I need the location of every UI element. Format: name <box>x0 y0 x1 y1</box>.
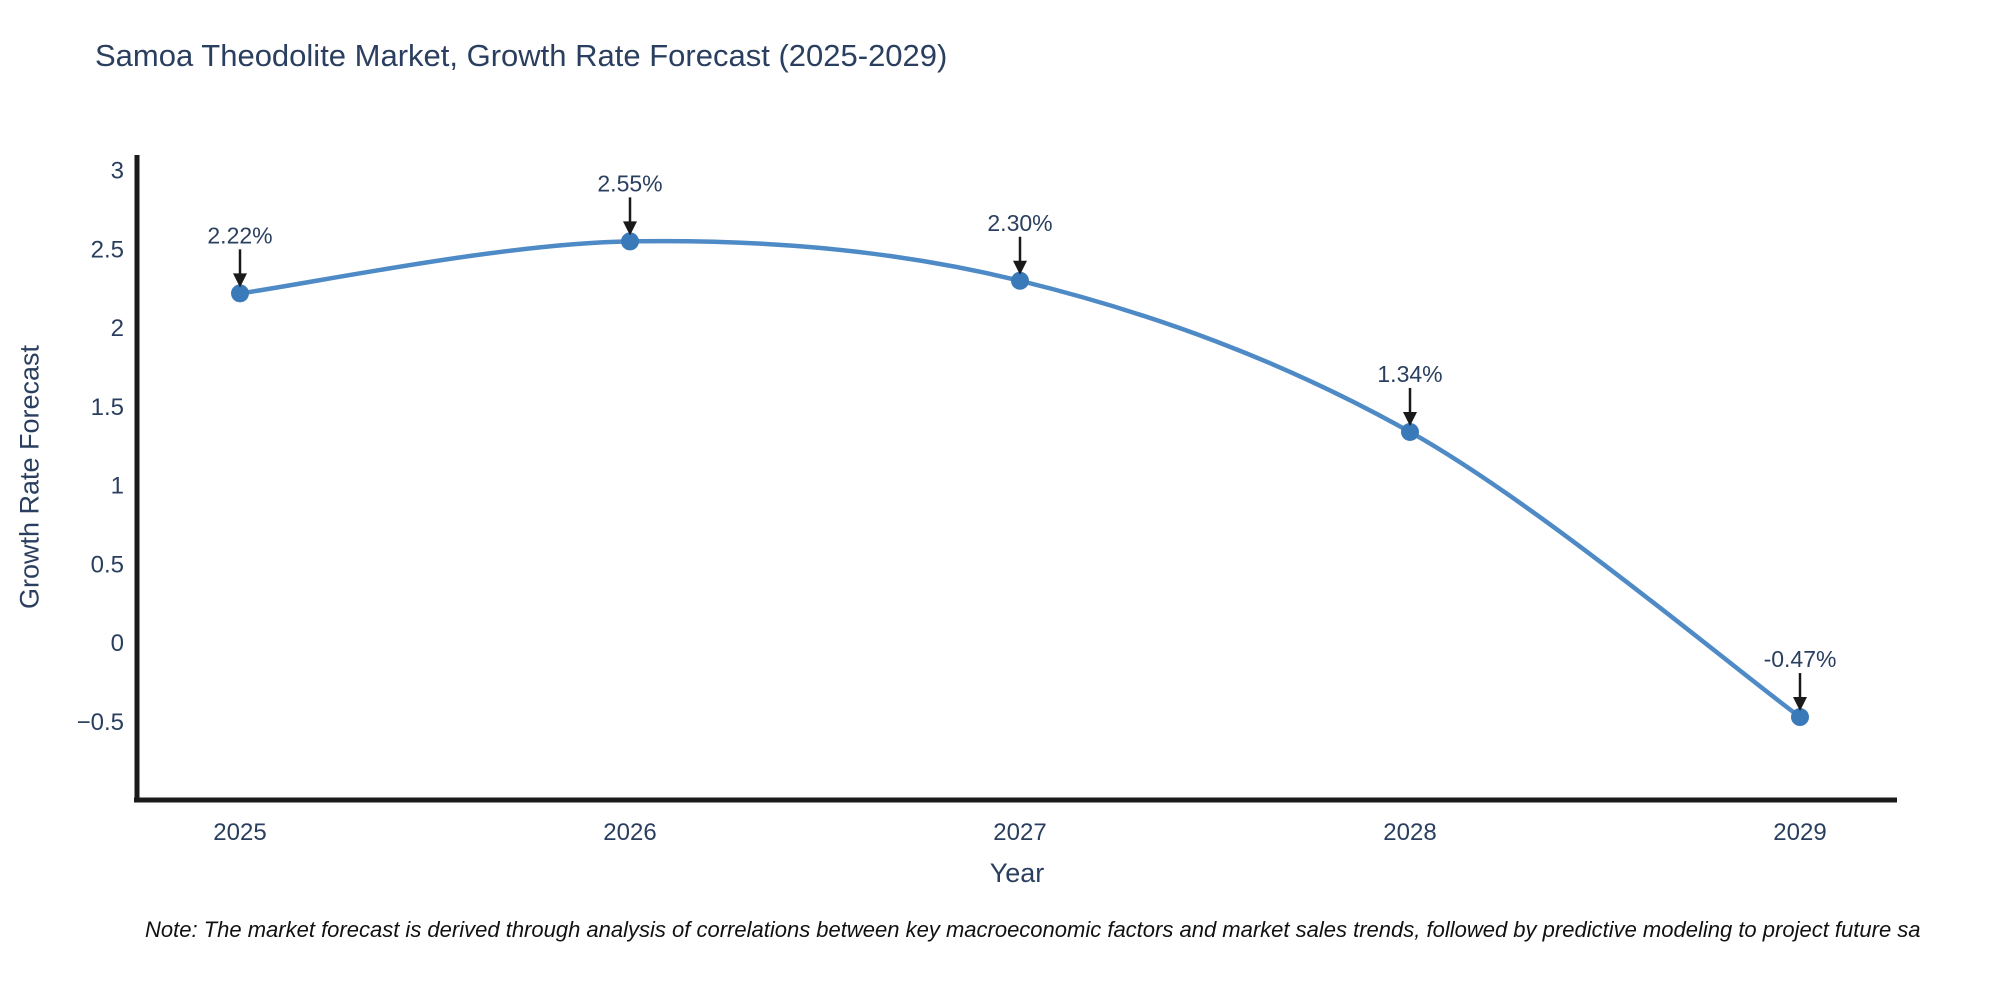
footnote: Note: The market forecast is derived thr… <box>145 917 1921 942</box>
y-tick-label: 0 <box>111 630 124 657</box>
y-tick-label: −0.5 <box>77 709 124 736</box>
y-tick-label: 2 <box>111 315 124 342</box>
annotation-label: 2.55% <box>597 170 662 196</box>
annotation-label: -0.47% <box>1764 646 1837 672</box>
annotation-label: 1.34% <box>1377 361 1442 387</box>
annotation-label: 2.30% <box>987 210 1052 236</box>
data-point-2028[interactable] <box>1401 422 1419 441</box>
y-tick-label: 2.5 <box>91 236 124 263</box>
x-axis-title: Year <box>989 858 1045 888</box>
annotation-arrowhead <box>1403 411 1417 426</box>
y-tick-label: 1 <box>111 473 124 500</box>
data-point-2025[interactable] <box>231 284 249 303</box>
x-tick-label: 2029 <box>1773 819 1826 846</box>
y-tick-label: 0.5 <box>91 551 124 578</box>
forecast-line <box>237 238 1803 720</box>
x-tick-label: 2026 <box>603 819 656 846</box>
y-tick-label: 3 <box>111 158 124 185</box>
data-point-2026[interactable] <box>621 232 639 251</box>
data-point-2029[interactable] <box>1791 708 1809 727</box>
annotation-label: 2.22% <box>207 222 272 248</box>
annotation-arrowhead <box>1793 697 1807 712</box>
chart-title: Samoa Theodolite Market, Growth Rate For… <box>95 38 948 73</box>
x-tick-label: 2028 <box>1383 819 1436 846</box>
annotation-arrowhead <box>233 273 247 288</box>
data-point-2027[interactable] <box>1011 271 1029 290</box>
x-tick-label: 2027 <box>993 819 1046 846</box>
annotation-arrowhead <box>1013 260 1027 275</box>
x-tick-label: 2025 <box>213 819 266 846</box>
y-tick-label: 1.5 <box>91 394 124 421</box>
annotation-arrowhead <box>623 221 637 236</box>
